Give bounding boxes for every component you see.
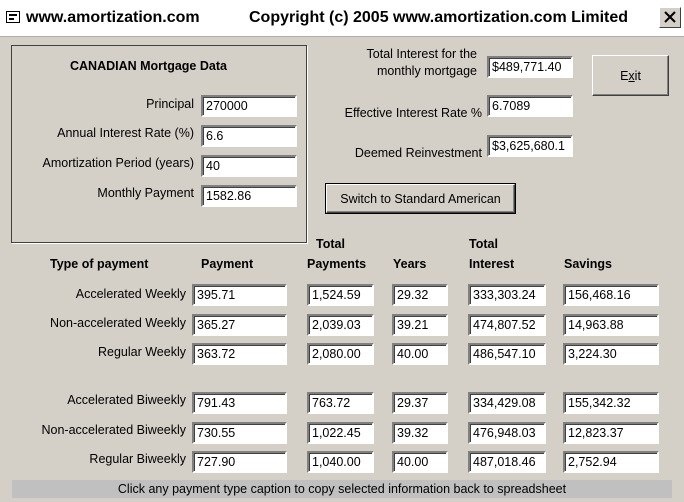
row-label-accelerated-weekly[interactable]: Accelerated Weekly bbox=[75, 287, 186, 301]
header-savings: Savings bbox=[564, 257, 612, 271]
close-button[interactable] bbox=[659, 7, 681, 28]
mortgage-data-group bbox=[11, 45, 307, 243]
row-4-total-payments[interactable] bbox=[307, 422, 374, 444]
row-2-total-payments[interactable] bbox=[307, 343, 374, 365]
exit-button[interactable]: Exit bbox=[592, 55, 669, 96]
row-2-years[interactable] bbox=[392, 343, 448, 365]
row-0-savings[interactable] bbox=[563, 284, 659, 306]
row-label-non-accelerated-biweekly[interactable]: Non-accelerated Biweekly bbox=[41, 423, 186, 437]
total-interest-label-line1: Total Interest for the bbox=[366, 47, 477, 61]
row-0-years[interactable] bbox=[392, 284, 448, 306]
row-4-years[interactable] bbox=[392, 422, 448, 444]
row-4-savings[interactable] bbox=[563, 422, 659, 444]
row-1-total-payments[interactable] bbox=[307, 314, 374, 336]
row-2-payment[interactable] bbox=[192, 343, 287, 365]
row-3-payment[interactable] bbox=[192, 392, 287, 414]
header-years: Years bbox=[393, 257, 427, 271]
header-payment: Payment bbox=[201, 257, 254, 271]
mortgage-group-title: CANADIAN Mortgage Data bbox=[70, 59, 227, 73]
row-3-total-interest[interactable] bbox=[468, 392, 546, 414]
window-title: www.amortization.com bbox=[26, 9, 200, 26]
row-3-total-payments[interactable] bbox=[307, 392, 374, 414]
app-window-icon bbox=[6, 11, 20, 23]
row-1-total-interest[interactable] bbox=[468, 314, 546, 336]
row-5-years[interactable] bbox=[392, 451, 448, 473]
header-type-of-payment: Type of payment bbox=[50, 257, 149, 271]
row-4-payment[interactable] bbox=[192, 422, 287, 444]
row-0-total-interest[interactable] bbox=[468, 284, 546, 306]
effective-rate-input[interactable] bbox=[487, 95, 573, 117]
row-3-years[interactable] bbox=[392, 392, 448, 414]
row-1-payment[interactable] bbox=[192, 314, 287, 336]
switch-standard-american-button[interactable]: Switch to Standard American bbox=[325, 183, 516, 214]
row-2-savings[interactable] bbox=[563, 343, 659, 365]
deemed-reinvestment-label: Deemed Reinvestment bbox=[354, 146, 482, 160]
status-bar: Click any payment type caption to copy s… bbox=[12, 480, 672, 498]
total-interest-input[interactable] bbox=[487, 56, 573, 78]
row-label-accelerated-biweekly[interactable]: Accelerated Biweekly bbox=[67, 393, 186, 407]
header-total-interest-line1: Total bbox=[469, 237, 498, 251]
monthly-payment-input[interactable] bbox=[201, 185, 297, 207]
title-bar: www.amortization.com Copyright (c) 2005 … bbox=[0, 0, 684, 37]
copyright-text: Copyright (c) 2005 www.amortization.com … bbox=[249, 9, 629, 26]
interest-rate-label: Annual Interest Rate (%) bbox=[57, 126, 194, 140]
close-icon bbox=[664, 11, 676, 23]
interest-rate-input[interactable] bbox=[201, 125, 297, 147]
row-3-savings[interactable] bbox=[563, 392, 659, 414]
amortization-period-label: Amortization Period (years) bbox=[42, 156, 194, 170]
row-label-regular-biweekly[interactable]: Regular Biweekly bbox=[89, 452, 186, 466]
row-0-payment[interactable] bbox=[192, 284, 287, 306]
total-interest-label-line2: monthly mortgage bbox=[376, 64, 477, 78]
principal-input[interactable] bbox=[201, 95, 297, 117]
exit-mnemonic: x bbox=[628, 68, 635, 83]
row-5-savings[interactable] bbox=[563, 451, 659, 473]
row-5-total-interest[interactable] bbox=[468, 451, 546, 473]
row-1-savings[interactable] bbox=[563, 314, 659, 336]
row-1-years[interactable] bbox=[392, 314, 448, 336]
row-5-payment[interactable] bbox=[192, 451, 287, 473]
deemed-reinvestment-input[interactable] bbox=[487, 135, 573, 157]
row-label-non-accelerated-weekly[interactable]: Non-accelerated Weekly bbox=[50, 316, 186, 330]
header-total-payments-line2: Payments bbox=[307, 257, 367, 271]
monthly-payment-label: Monthly Payment bbox=[97, 186, 194, 200]
row-2-total-interest[interactable] bbox=[468, 343, 546, 365]
amortization-period-input[interactable] bbox=[201, 155, 297, 177]
row-5-total-payments[interactable] bbox=[307, 451, 374, 473]
effective-rate-label: Effective Interest Rate % bbox=[344, 106, 482, 120]
row-label-regular-weekly[interactable]: Regular Weekly bbox=[97, 345, 186, 359]
header-total-payments-line1: Total bbox=[316, 237, 345, 251]
header-total-interest-line2: Interest bbox=[469, 257, 515, 271]
principal-label: Principal bbox=[146, 97, 194, 111]
row-4-total-interest[interactable] bbox=[468, 422, 546, 444]
row-0-total-payments[interactable] bbox=[307, 284, 374, 306]
